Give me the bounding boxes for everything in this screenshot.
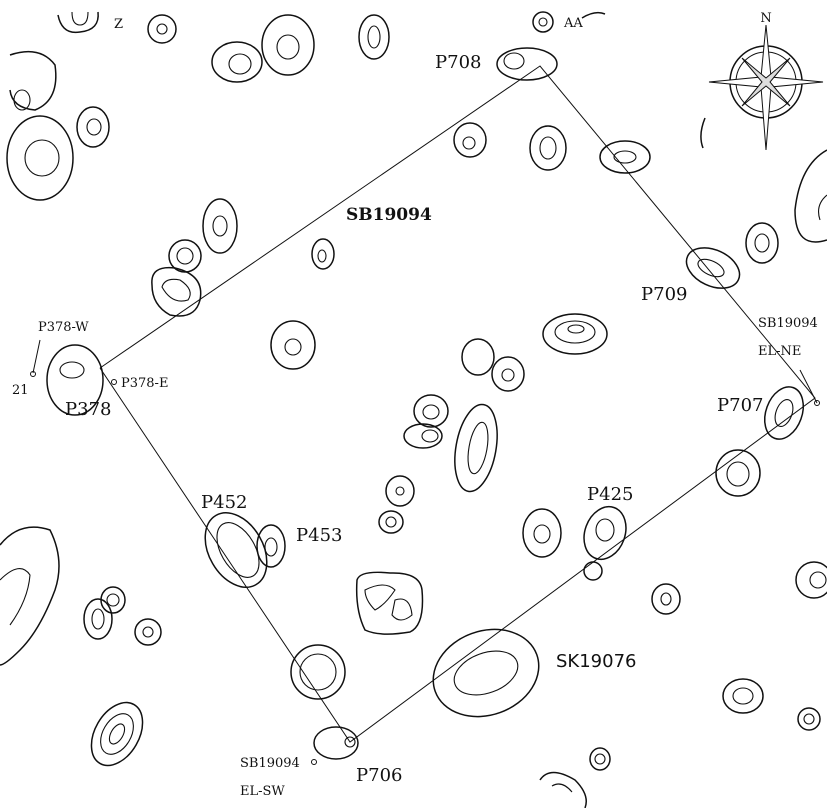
label: SB19094 — [758, 316, 818, 331]
label: SK19076 — [556, 651, 637, 672]
label: SB19094 — [240, 756, 300, 771]
label: Z — [114, 17, 123, 32]
label: P707 — [717, 395, 763, 416]
compass-north: N — [760, 11, 771, 26]
label: P708 — [435, 52, 481, 73]
label: P378-W — [38, 320, 89, 335]
label: 21 — [12, 383, 29, 398]
label: P453 — [296, 525, 342, 546]
label: P425 — [587, 484, 633, 505]
contours — [0, 12, 827, 808]
label: P452 — [201, 492, 247, 513]
boundary — [31, 66, 820, 765]
compass: N — [709, 11, 823, 150]
label: P378-E — [121, 376, 168, 391]
label: P706 — [356, 765, 402, 786]
label: P378 — [65, 399, 111, 420]
label: AA — [563, 16, 583, 31]
label: EL-SW — [240, 784, 285, 799]
label: EL-NE — [758, 344, 801, 359]
map: N Z AA P708 SB19094 P709 P378-W 21 P378-… — [0, 0, 827, 808]
label: P709 — [641, 284, 687, 305]
label: SB19094 — [346, 205, 432, 225]
